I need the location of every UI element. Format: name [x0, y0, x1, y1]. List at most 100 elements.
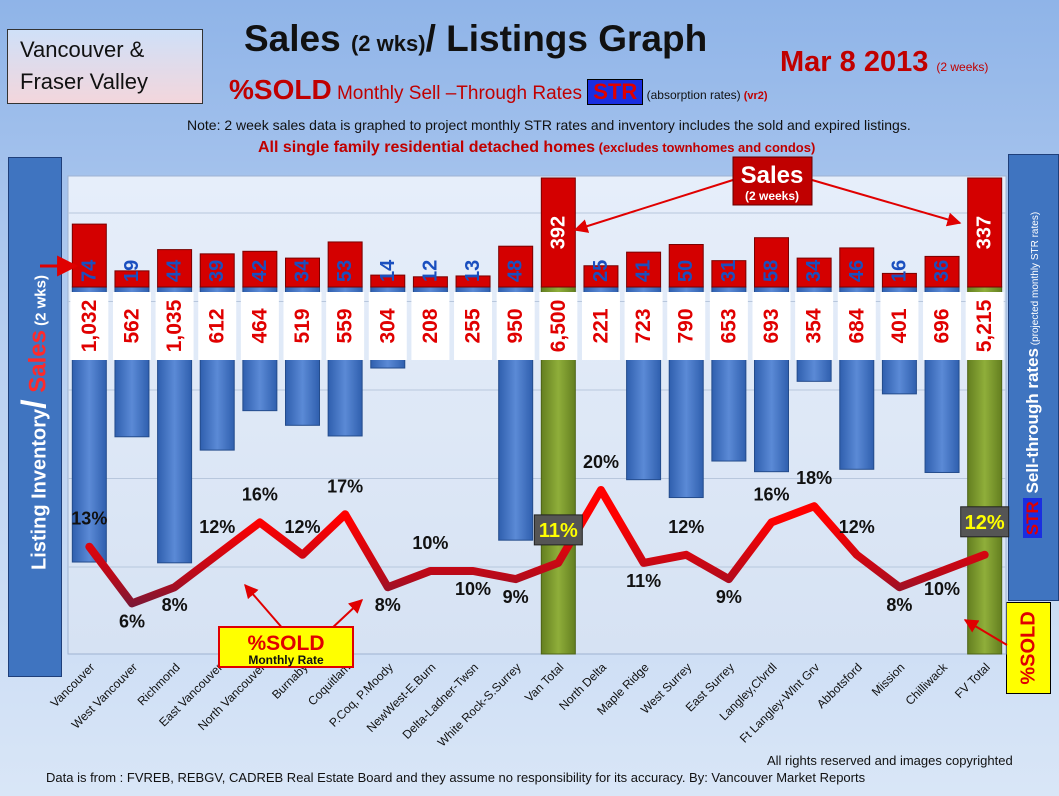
percent-label: 10% [412, 533, 448, 553]
inventory-label: 790 [675, 308, 698, 343]
percent-label: 12% [839, 517, 875, 537]
sales-bar [540, 177, 576, 288]
sales-label: 74 [78, 259, 100, 282]
x-tick-label: Mission [869, 660, 908, 699]
inventory-label: 519 [291, 308, 314, 343]
inventory-label: 653 [717, 308, 740, 343]
sales-label: 46 [846, 260, 868, 282]
sold-callout: %SOLD Monthly Rate [218, 583, 364, 668]
region-line-2: Fraser Valley [20, 69, 148, 94]
inventory-label-bg [795, 292, 834, 360]
sales-bar [626, 251, 662, 288]
percent-label: 11% [626, 571, 661, 591]
percent-sold-line [85, 486, 989, 608]
x-tick-label: Van Total [522, 660, 567, 705]
chart-note: Note: 2 week sales data is graphed to pr… [187, 117, 911, 133]
inventory-label-bg [539, 292, 578, 360]
inventory-label: 612 [206, 308, 229, 343]
title-main: Sales [244, 18, 351, 59]
inventory-label-bg [581, 292, 620, 360]
inventory-label-bg [752, 292, 791, 360]
inventory-label-bg [198, 292, 237, 360]
percent-label: 12% [284, 517, 320, 537]
subtitle-absorption: (absorption rates) [643, 88, 741, 102]
sales-bar [285, 257, 320, 288]
inventory-label: 693 [760, 308, 783, 343]
sales-label: 39 [206, 260, 228, 282]
sales-bar [924, 255, 960, 288]
inventory-label-bg [240, 292, 279, 360]
percent-label: 9% [716, 587, 742, 607]
inventory-label-bg [155, 292, 194, 360]
inventory-label-bg [496, 292, 535, 360]
sales-bar [711, 260, 747, 288]
sales-bar [327, 241, 363, 288]
percent-label: 10% [455, 579, 491, 599]
percent-label: 17% [327, 476, 363, 496]
sales-label: 50 [675, 260, 697, 282]
sold-callout-sub: Monthly Rate [248, 653, 324, 667]
percent-label: 6% [119, 611, 145, 631]
sales-label: 12 [419, 260, 441, 282]
sold-callout-label: %SOLD [247, 632, 324, 655]
sales-bar [967, 177, 1003, 288]
percent-label: 12% [668, 517, 704, 537]
inventory-label: 304 [376, 308, 399, 343]
inventory-label-bg [411, 292, 450, 360]
inventory-label: 723 [632, 308, 655, 343]
subtitle-rate: Monthly Sell –Through Rates [331, 83, 588, 104]
inventory-label: 401 [888, 308, 911, 343]
inventory-label: 559 [334, 308, 357, 343]
inventory-label-bg [454, 292, 493, 360]
sales-label: 42 [249, 260, 271, 282]
sales-label: 31 [718, 260, 740, 282]
sales-label: 14 [377, 259, 399, 282]
inventory-label-bg [326, 292, 365, 360]
sales-bar [668, 244, 704, 288]
subtitle-sold: %SOLD [229, 74, 332, 105]
rights-notice: All rights reserved and images copyright… [767, 753, 1013, 768]
sales-label: 34 [292, 259, 314, 282]
percent-label: 8% [375, 595, 401, 615]
percent-label: 16% [753, 484, 789, 504]
x-tick-label: Ft Langley-Wlnt Grv [737, 660, 822, 745]
subnote-small: (excludes townhomes and condos) [595, 140, 816, 155]
x-tick-label: Delta-Ladner-Twsn [400, 660, 482, 742]
x-tick-label: Abbotsford [814, 660, 865, 711]
inventory-label-bg [283, 292, 322, 360]
inventory-label: 684 [845, 308, 868, 343]
inventory-label: 1,032 [78, 300, 101, 353]
total-percent-label: 11% [539, 520, 578, 542]
x-tick-label: Chilliwack [903, 660, 951, 708]
inventory-label-bg [923, 292, 962, 360]
sales-label: 48 [505, 260, 527, 282]
sales-bar [199, 253, 235, 288]
inventory-label-bg [837, 292, 876, 360]
sales-label: 16 [888, 260, 910, 282]
left-axis-panel: Listing Inventory/ Sales (2 wks) [8, 157, 62, 677]
inventory-label: 6,500 [547, 300, 570, 353]
x-tick-label: White Rock-S.Surrey [435, 660, 524, 749]
percent-label: 13% [71, 509, 107, 529]
percent-label: 8% [162, 595, 188, 615]
sales-bar [796, 257, 832, 288]
sales-callout-sub: (2 weeks) [745, 189, 799, 203]
sales-bar [370, 274, 406, 288]
sales-callout: Sales (2 weeks) [573, 156, 962, 233]
sales-label: 25 [590, 260, 612, 282]
title-end: / Listings Graph [425, 18, 708, 59]
sales-bar [839, 247, 875, 288]
date-small: (2 weeks) [936, 60, 989, 74]
sold-side-badge: %SOLD [1006, 602, 1051, 694]
sales-bar [498, 245, 534, 288]
inventory-label-bg [368, 292, 407, 360]
sales-bar [754, 237, 789, 288]
chart-subtitle: %SOLD Monthly Sell –Through Rates STR (a… [229, 74, 768, 106]
subnote-main: All single family residential detached h… [258, 139, 595, 156]
inventory-label: 1,035 [163, 299, 186, 352]
sales-bar [114, 270, 150, 288]
report-date: Mar 8 2013 (2 weeks) [780, 46, 988, 79]
percent-label: 9% [503, 587, 529, 607]
